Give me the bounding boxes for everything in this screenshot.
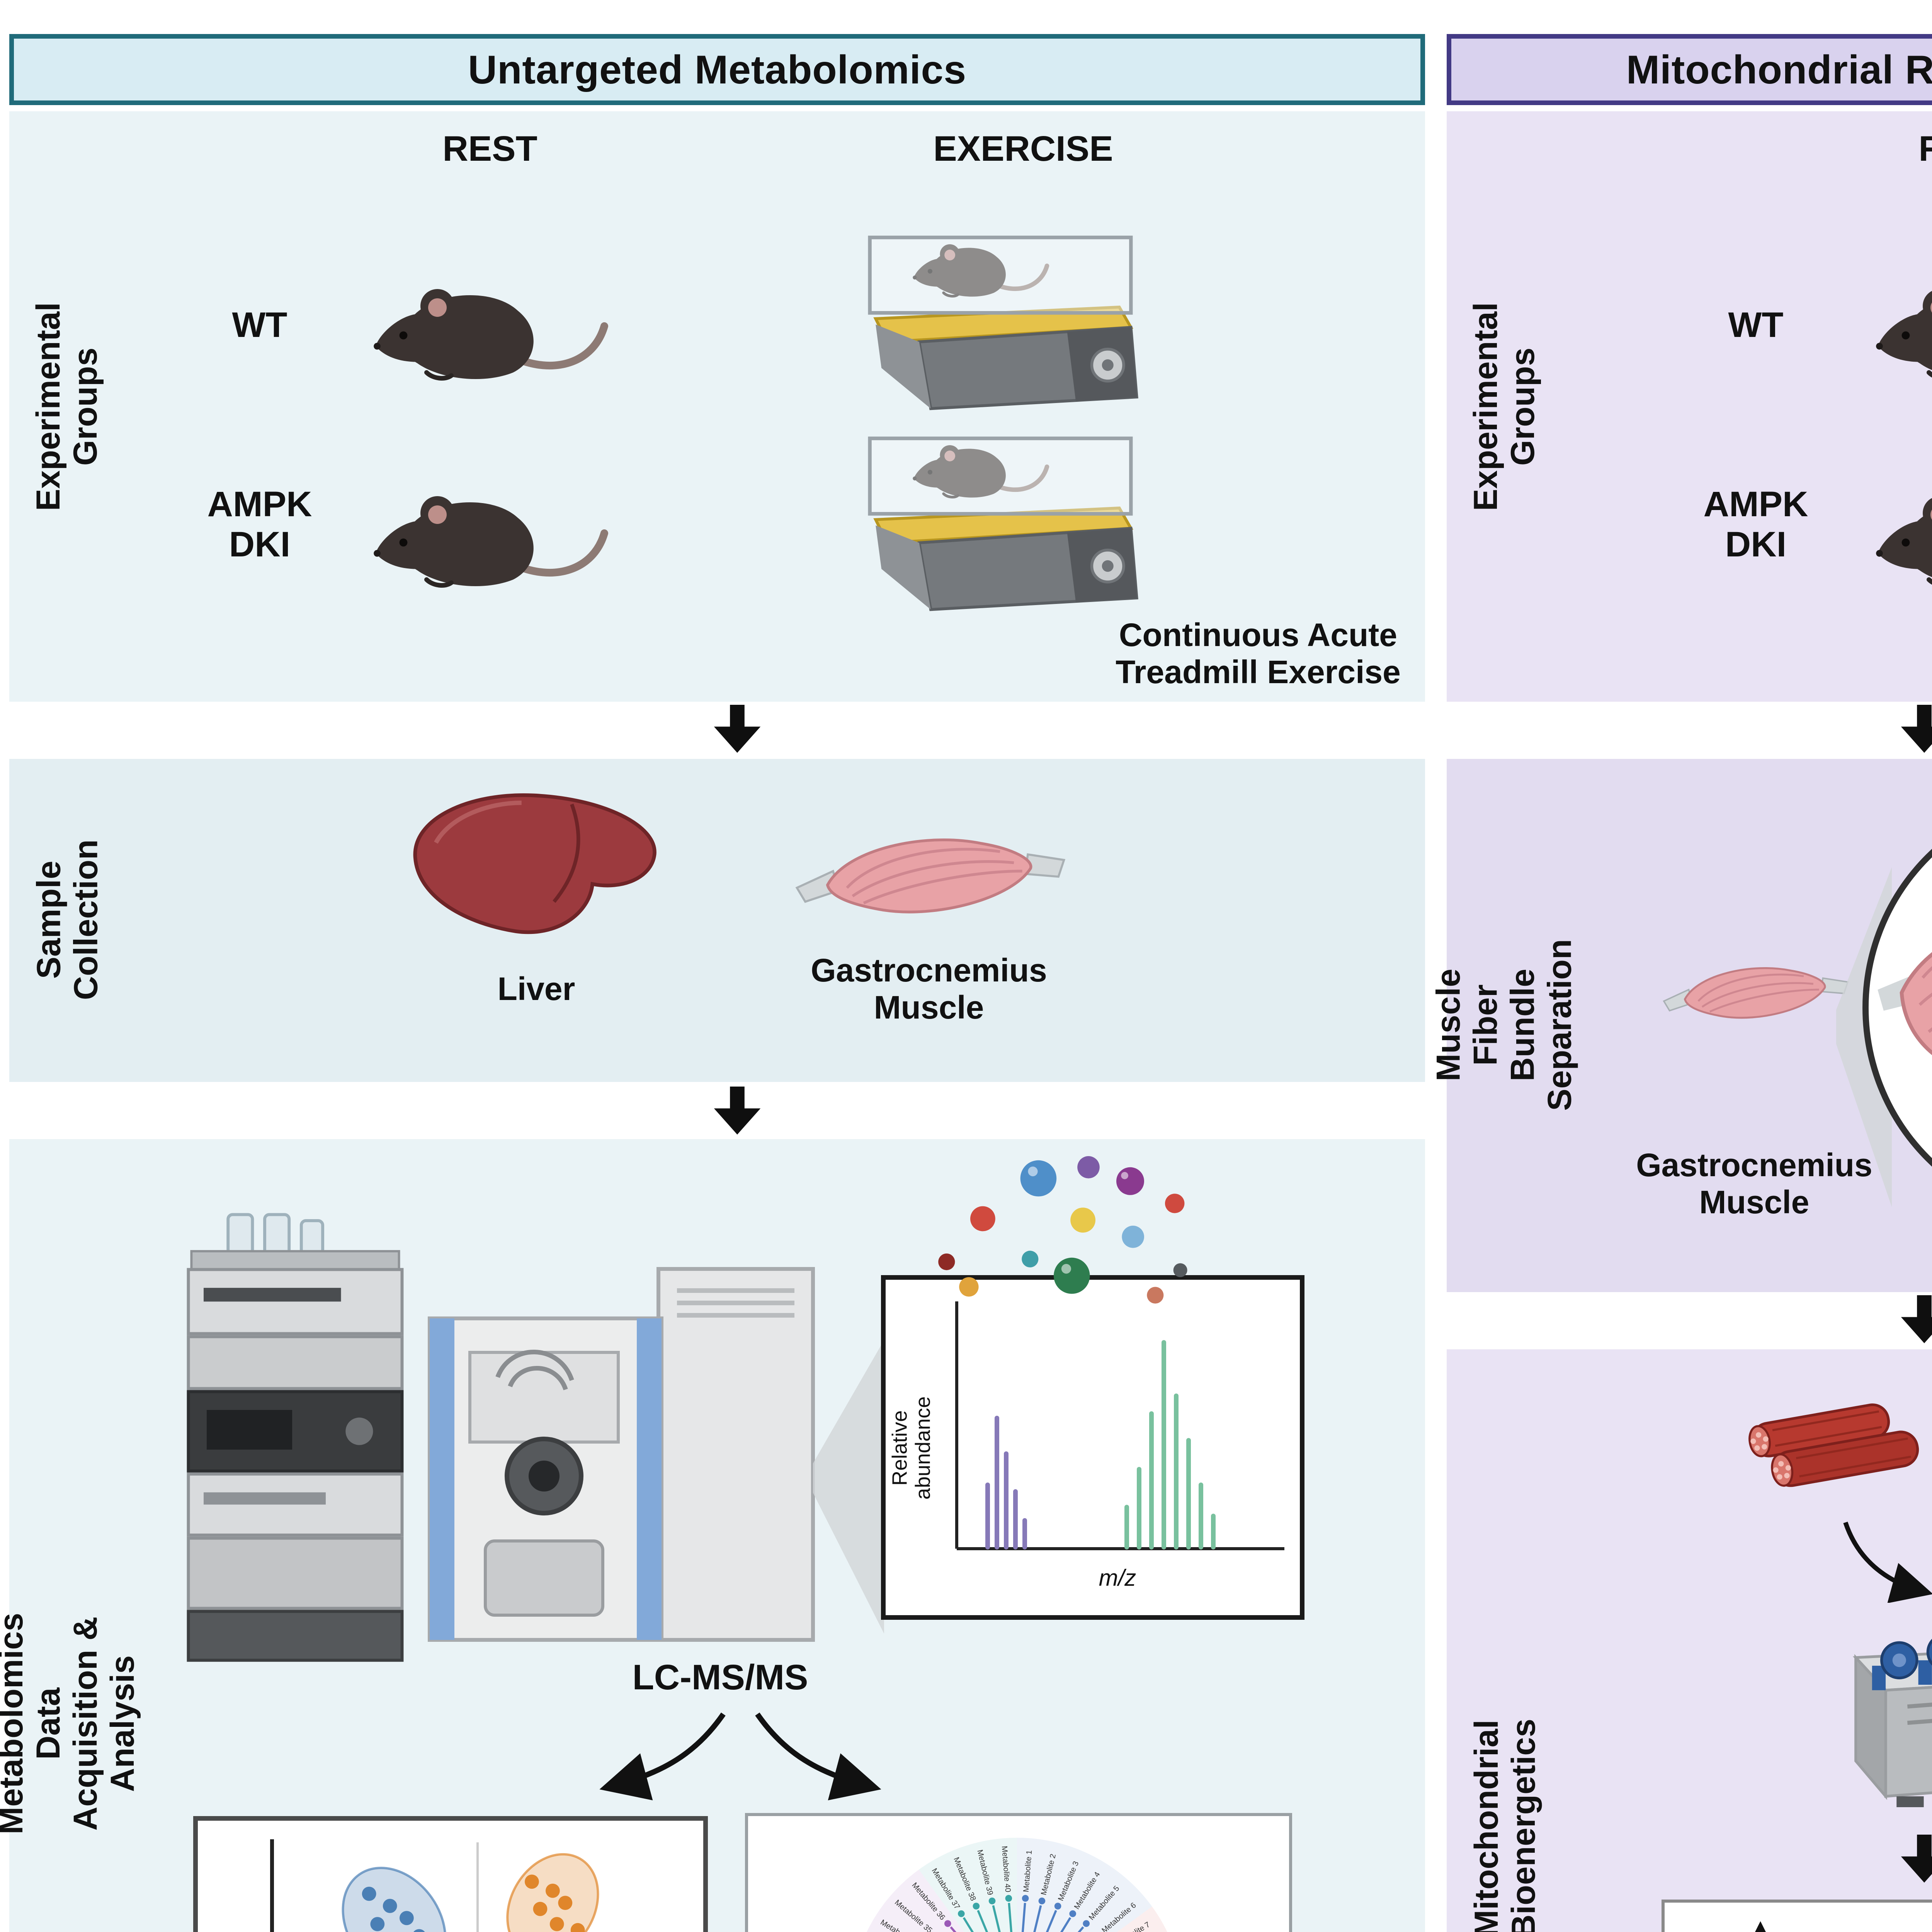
metabolite-spheres <box>938 1156 1187 1304</box>
liver-label: Liver <box>497 972 575 1008</box>
split-arrows <box>599 1713 881 1801</box>
mouse-illustration <box>1867 266 1932 408</box>
wt-row-label: WT <box>232 304 287 345</box>
down-arrow-icon <box>1901 1835 1932 1883</box>
metabolomics-analysis-section: Metabolomics Data Acquisition & Analysis <box>0 1139 1425 1932</box>
mass-spectrum-chart <box>955 1301 1284 1550</box>
spectrum-y-axis-label: Relative abundance <box>887 1396 934 1499</box>
down-arrow-icon <box>714 705 761 753</box>
liver-icon <box>403 781 669 951</box>
converge-arrows <box>1843 1522 1932 1603</box>
bioenergetics-section: Mitochondrial Bioenergetics Permeabilize… <box>1447 1349 1932 1932</box>
oroboros-illustration <box>1774 1606 1932 1810</box>
fiber-separation-section: Muscle Fiber Bundle Separation Gastrocne… <box>1431 759 1932 1292</box>
metabolomics-panel-header: Untargeted Metabolomics <box>9 34 1425 105</box>
sample-collection-section: Sample Collection Liver Gastrocnemius Mu… <box>9 759 1425 1082</box>
gastrocnemius-label: Gastrocnemius Muscle <box>811 954 1047 1026</box>
red-fiber-bundle <box>1737 1386 1932 1513</box>
respiration-kinetics-chart <box>1755 1921 1766 1932</box>
metabolomics-groups-side-label: Experimental Groups <box>31 302 105 511</box>
metabolomics-experimental-groups-section: Experimental Groups REST EXERCISE WT AMP… <box>9 111 1425 702</box>
mouse-illustration <box>365 473 612 615</box>
ampk-dki-row-label: AMPK DKI <box>1703 484 1808 564</box>
hca-plot-panel: Metabolite 1 Metabolite 2 Metabolite 3 Meta… <box>745 1813 1292 1932</box>
bioenergetics-side-label: Mitochondrial Bioenergetics <box>1468 1719 1543 1932</box>
respiration-kinetics-panel: JO₂ ADP Concentration <box>1662 1900 1932 1932</box>
down-arrow-icon <box>714 1087 761 1135</box>
ampk-dki-row-label: AMPK DKI <box>207 484 312 564</box>
metabolomics-analysis-side-label: Metabolomics Data Acquisition & Analysis <box>0 1613 143 1835</box>
pca-y-axis-label: CV2 <box>198 1821 266 1932</box>
pca-scatter-chart <box>270 1839 599 1932</box>
gastrocnemius-muscle-icon <box>791 824 1070 935</box>
rest-column-header: REST <box>442 128 537 168</box>
mass-spectrum-panel: Relative abundance m/z <box>881 1275 1304 1620</box>
lcms-label: LC-MS/MS <box>632 1657 808 1697</box>
treadmill-illustration <box>828 430 1184 618</box>
mass-spectrometer-illustration <box>428 1267 815 1642</box>
pca-plot-panel: CV2 CV1 <box>193 1816 708 1932</box>
gastrocnemius-label: Gastrocnemius Muscle <box>1636 1148 1872 1221</box>
exercise-column-header: EXERCISE <box>933 128 1113 168</box>
sample-collection-side-label: Sample Collection <box>31 840 105 1001</box>
rest-column-header: REST <box>1850 129 1932 170</box>
hplc-stack-illustration <box>187 1213 404 1662</box>
respiration-groups-side-label: Experimental Groups <box>1468 302 1543 511</box>
treadmill-caption: Continuous Acute Treadmill Exercise <box>1116 618 1401 690</box>
fiber-separation-side-label: Muscle Fiber Bundle Separation <box>1431 939 1580 1112</box>
respiration-experimental-groups-section: Experimental Groups REST WT AMPK DKI <box>1447 111 1932 702</box>
mouse-illustration <box>1867 473 1932 615</box>
mouse-illustration <box>365 266 612 408</box>
jo2-y-axis-label: JO₂ <box>1665 1903 1717 1932</box>
treadmill-illustration <box>828 229 1184 417</box>
spectrum-x-axis-label: m/z <box>1099 1566 1136 1592</box>
gastrocnemius-muscle-icon <box>1660 957 1852 1034</box>
metabolomics-title: Untargeted Metabolomics <box>468 46 966 92</box>
down-arrow-icon <box>1901 705 1932 753</box>
wt-row-label: WT <box>1728 304 1784 345</box>
down-arrow-icon <box>1901 1295 1932 1344</box>
muscle-cross-section-illustration <box>1878 952 1932 1055</box>
respiration-title: Mitochondrial Respiration <box>1626 46 1932 92</box>
respiration-panel-header: Mitochondrial Respiration <box>1447 34 1932 105</box>
